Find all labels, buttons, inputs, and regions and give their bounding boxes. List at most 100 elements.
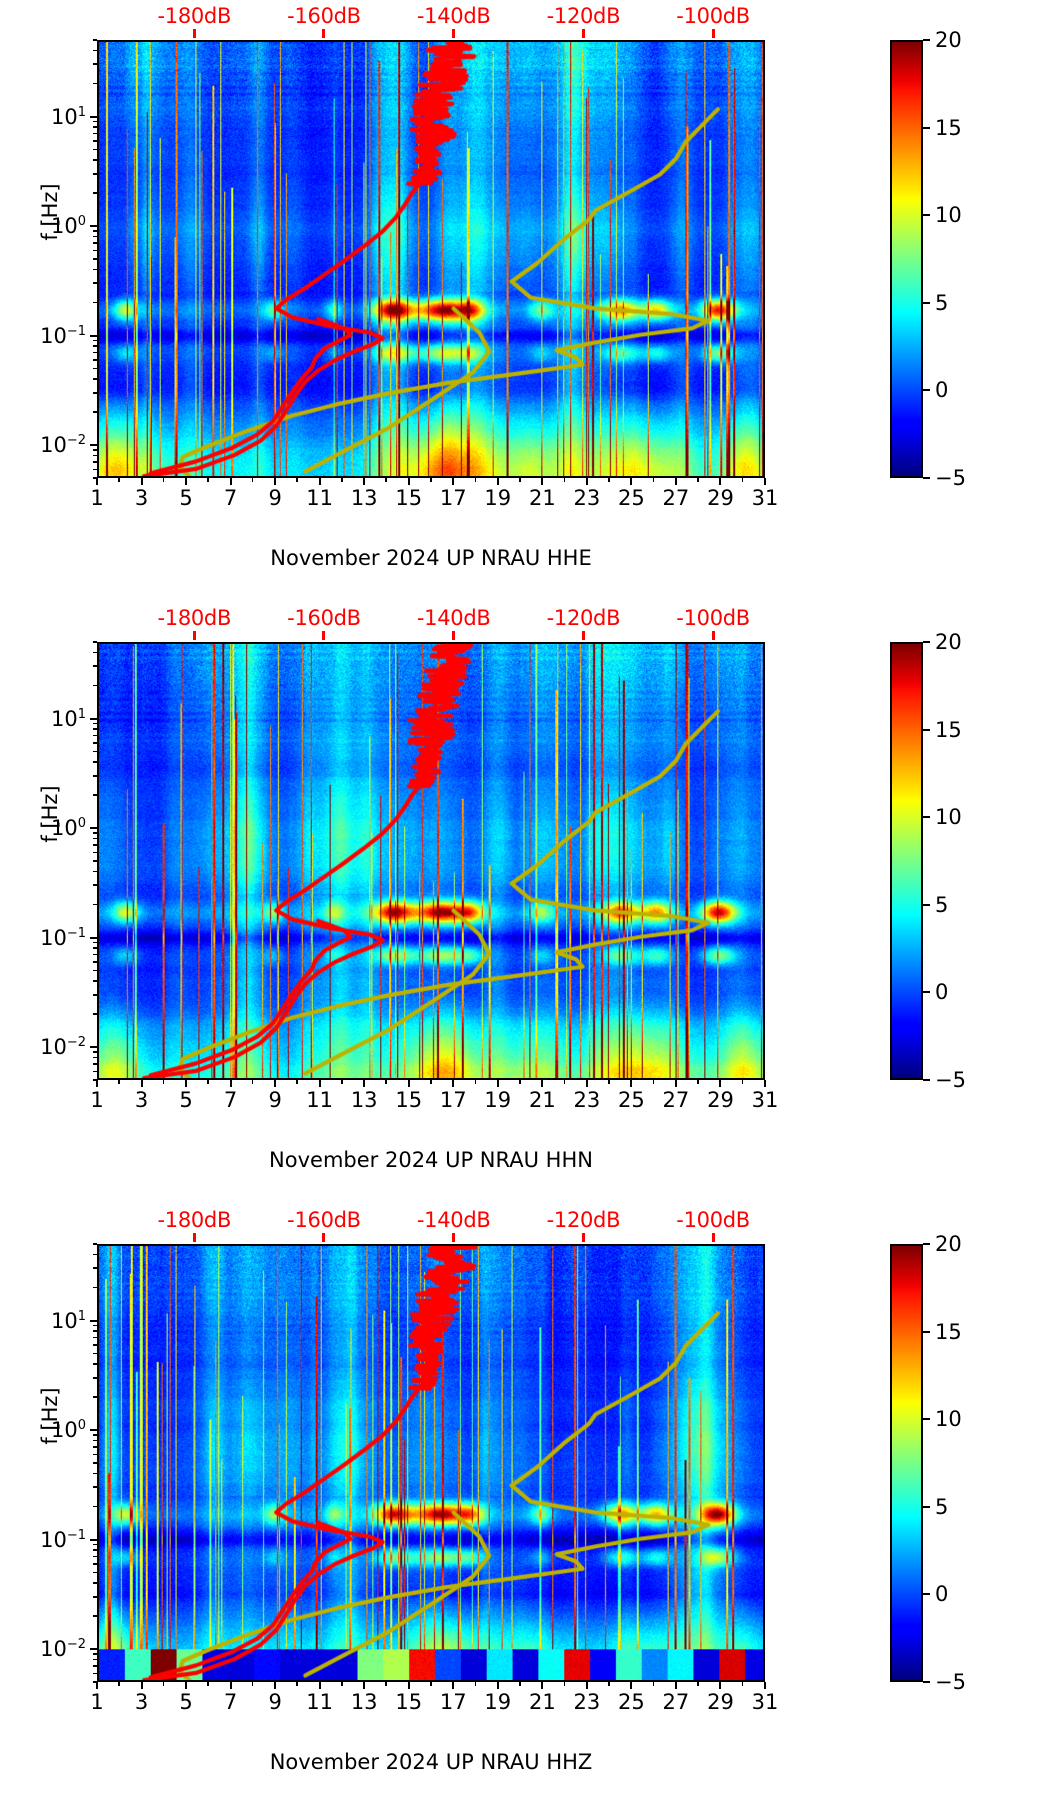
x-tick-minor bbox=[519, 1682, 521, 1686]
y-tick-label: 10−2 bbox=[40, 1637, 86, 1662]
top-db-axis-2: -180dB -160dB -140dB -120dB -100dB bbox=[97, 606, 765, 640]
x-tick-major bbox=[229, 1682, 232, 1689]
y-axis-1: 101 100 10−1 10−2 bbox=[40, 39, 97, 479]
x-tick-major bbox=[585, 478, 588, 485]
y-tick-minor bbox=[93, 235, 97, 238]
x-tick-minor bbox=[118, 478, 120, 482]
y-tick-minor bbox=[93, 1376, 97, 1379]
y-tick-minor bbox=[93, 1582, 97, 1584]
colorbar-tick bbox=[923, 728, 930, 731]
top-db-tick bbox=[192, 29, 196, 38]
y-tick-minor bbox=[93, 1051, 97, 1053]
x-tick-label: 17 bbox=[439, 1690, 467, 1714]
y-tick-minor bbox=[93, 242, 97, 244]
x-tick-major bbox=[274, 1682, 277, 1689]
x-tick-label: 29 bbox=[707, 1690, 734, 1714]
y-tick-minor bbox=[93, 1653, 97, 1655]
y-axis-3: 101 100 10−1 10−2 bbox=[40, 1243, 97, 1683]
y-tick-minor bbox=[93, 774, 97, 777]
y-tick-major bbox=[90, 444, 97, 447]
x-tick-label: 1 bbox=[90, 486, 104, 510]
x-tick-label: 27 bbox=[662, 486, 690, 510]
panel-title-hhe: November 2024 UP NRAU HHE bbox=[270, 546, 592, 570]
x-tick-minor bbox=[608, 478, 610, 482]
x-tick-label: 9 bbox=[268, 1690, 282, 1714]
colorbar-tick bbox=[923, 903, 930, 906]
colorbar-tick-label: 0 bbox=[935, 378, 949, 403]
x-tick-minor bbox=[296, 478, 298, 482]
y-tick-minor bbox=[93, 359, 97, 361]
y-tick-minor bbox=[93, 159, 97, 161]
y-tick-label: 101 bbox=[50, 706, 86, 731]
y-tick-minor bbox=[93, 132, 97, 135]
y-tick-label: 10−2 bbox=[40, 433, 86, 458]
x-tick-label: 31 bbox=[751, 486, 779, 510]
y-tick-minor bbox=[93, 1363, 97, 1365]
x-tick-label: 31 bbox=[751, 1690, 779, 1714]
colorbar-tick-label: 5 bbox=[935, 290, 949, 315]
colorbar-tick bbox=[923, 389, 930, 392]
x-tick-major bbox=[318, 1682, 321, 1689]
y-tick-minor bbox=[93, 1344, 97, 1346]
colorbar-tick bbox=[923, 1505, 930, 1508]
x-tick-minor bbox=[652, 478, 655, 482]
x-tick-label: 29 bbox=[707, 486, 734, 510]
x-tick-major bbox=[229, 1080, 232, 1087]
x-tick-minor bbox=[207, 478, 209, 482]
panel-hhn: -180dB -160dB -140dB -120dB -100dB 101 100 10−… bbox=[0, 602, 1052, 1204]
x-tick-major bbox=[140, 1080, 143, 1087]
x-tick-major bbox=[318, 1080, 321, 1087]
y-tick-minor bbox=[93, 120, 97, 123]
top-db-tick-label: -100dB bbox=[676, 1208, 750, 1232]
y-tick-minor bbox=[93, 1555, 97, 1558]
colorbar-tick bbox=[923, 991, 930, 994]
x-tick-major bbox=[764, 1682, 766, 1689]
y-tick-minor bbox=[93, 728, 97, 730]
x-tick-label: 5 bbox=[179, 486, 193, 510]
y-tick-major bbox=[90, 334, 97, 337]
colorbar-1 bbox=[890, 40, 923, 478]
y-tick-label: 10−2 bbox=[40, 1035, 86, 1060]
y-tick-minor bbox=[93, 641, 97, 643]
y-tick-minor bbox=[93, 969, 97, 972]
top-db-tick bbox=[192, 1233, 196, 1242]
top-db-tick-label: -120dB bbox=[546, 1208, 621, 1232]
top-db-tick-label: -140dB bbox=[416, 1208, 491, 1232]
x-axis-2: 1 3 5 7 9 11 13 15 17 19 21 23 25 27 29 31 bbox=[90, 1080, 778, 1114]
top-db-tick-label: -120dB bbox=[546, 606, 621, 630]
y-axis-2: 101 100 10−1 10−2 bbox=[40, 641, 97, 1081]
y-tick-label: 100 bbox=[50, 1418, 86, 1443]
y-tick-minor bbox=[93, 1439, 97, 1442]
x-tick-label: 15 bbox=[395, 1690, 423, 1714]
x-tick-major bbox=[674, 1080, 677, 1087]
spectrogram-hhz bbox=[97, 1244, 765, 1682]
x-tick-label: 31 bbox=[751, 1088, 779, 1112]
y-tick-minor bbox=[93, 961, 97, 963]
y-tick-minor bbox=[93, 192, 97, 194]
y-tick-minor bbox=[93, 249, 97, 252]
y-tick-minor bbox=[93, 684, 97, 687]
x-tick-major bbox=[407, 1682, 410, 1689]
x-tick-label: 21 bbox=[528, 1690, 556, 1714]
colorbar-tick-label: 5 bbox=[935, 892, 949, 917]
top-db-tick-label: -160dB bbox=[287, 4, 361, 28]
x-tick-label: 11 bbox=[306, 1088, 334, 1112]
top-db-tick bbox=[322, 1233, 326, 1242]
y-tick-minor bbox=[93, 126, 97, 128]
x-tick-minor bbox=[741, 1080, 744, 1084]
x-tick-major bbox=[452, 478, 455, 485]
x-tick-minor bbox=[430, 478, 432, 482]
top-db-axis-3: -180dB -160dB -140dB -120dB -100dB bbox=[97, 1208, 765, 1242]
x-tick-major bbox=[764, 478, 766, 485]
y-tick-minor bbox=[93, 1472, 97, 1475]
y-tick-minor bbox=[93, 172, 97, 175]
colorbar-ticks-1: 20 15 10 5 0 −5 bbox=[923, 28, 983, 490]
colorbar-tick bbox=[923, 477, 930, 479]
x-tick-label: 1 bbox=[90, 1690, 104, 1714]
y-tick-minor bbox=[93, 1505, 97, 1508]
y-tick-minor bbox=[93, 1079, 97, 1081]
x-tick-minor bbox=[430, 1080, 432, 1084]
x-tick-label: 9 bbox=[268, 486, 282, 510]
x-tick-label: 27 bbox=[662, 1088, 690, 1112]
